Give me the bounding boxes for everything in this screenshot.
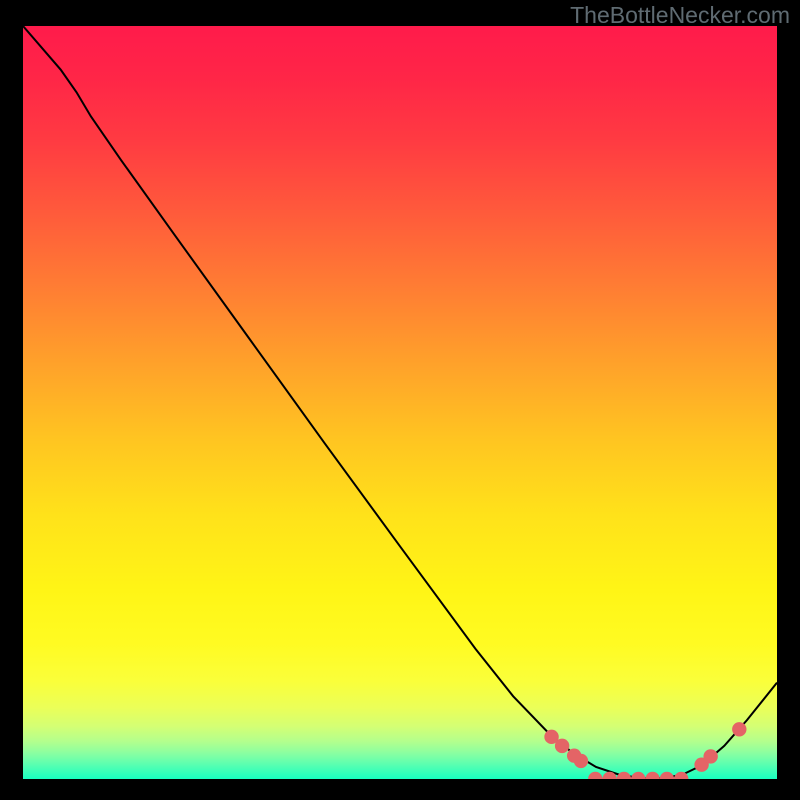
marker-point [732,722,746,736]
marker-point [703,749,717,763]
marker-point [574,754,588,768]
plot-area [23,26,777,786]
bottleneck-chart [0,0,800,800]
attribution-label: TheBottleNecker.com [570,2,790,29]
marker-point [555,739,569,753]
gradient-background [23,26,777,779]
chart-container: TheBottleNecker.com [0,0,800,800]
